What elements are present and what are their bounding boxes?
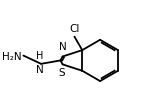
- Text: Cl: Cl: [69, 24, 80, 34]
- Text: N: N: [59, 42, 66, 52]
- Text: H: H: [36, 51, 44, 61]
- Text: H₂N: H₂N: [2, 52, 21, 62]
- Text: S: S: [58, 68, 65, 78]
- Text: N: N: [36, 65, 44, 75]
